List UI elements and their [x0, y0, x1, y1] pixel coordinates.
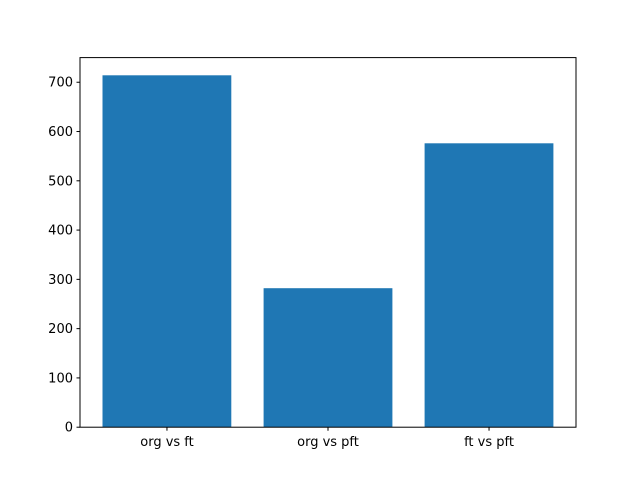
- y-tick-label: 200: [48, 322, 73, 337]
- y-tick-label: 100: [48, 371, 73, 386]
- x-tick-label: org vs pft: [297, 435, 359, 450]
- bar-ft-vs-pft: [424, 143, 554, 428]
- y-tick-label: 500: [48, 174, 73, 189]
- bar-org-vs-pft: [263, 288, 393, 428]
- x-tick-label: ft vs pft: [464, 435, 514, 450]
- y-tick-label: 300: [48, 273, 73, 288]
- x-tick-label: org vs ft: [140, 435, 194, 450]
- y-tick-label: 0: [65, 421, 73, 436]
- bar-org-vs-ft: [102, 75, 232, 428]
- y-tick-label: 600: [48, 125, 73, 140]
- y-tick-label: 700: [48, 76, 73, 91]
- y-tick-label: 400: [48, 224, 73, 239]
